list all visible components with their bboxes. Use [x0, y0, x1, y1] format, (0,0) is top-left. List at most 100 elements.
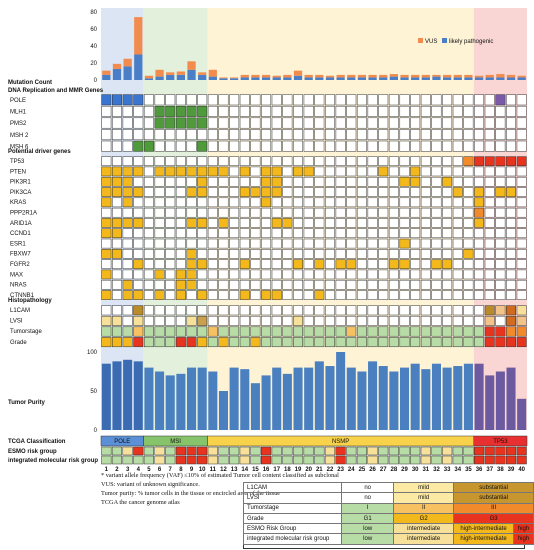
driver-gene-cell: [122, 238, 133, 249]
driver-gene-cell: [186, 228, 197, 239]
histopathology-cell: [378, 337, 389, 348]
mmr-gene-cell: [346, 117, 357, 129]
integrated-risk-cell: [324, 455, 336, 465]
driver-gene-cell: [399, 228, 410, 239]
driver-gene-cell: [346, 228, 357, 239]
integrated-risk-cell: [197, 455, 208, 465]
sample-number: 19: [295, 467, 302, 473]
driver-gene-cell: [506, 279, 516, 290]
driver-gene-cell: [388, 279, 399, 290]
driver-gene-cell: [314, 218, 325, 228]
driver-gene-cell: [293, 259, 303, 269]
mutation-bar-likely-pathogenic: [485, 77, 494, 80]
driver-gene-cell: [101, 279, 112, 290]
mutation-bar-likely-pathogenic: [368, 77, 377, 80]
mutation-bar-vus: [347, 74, 356, 78]
mmr-gene-cell: [101, 140, 112, 152]
driver-gene-cell: [303, 259, 314, 269]
driver-gene-cell: [442, 228, 453, 239]
driver-gene-cell: [388, 269, 399, 280]
histopathology-cell: [229, 337, 240, 348]
driver-gene-cell: [484, 259, 495, 269]
histopathology-cell: [303, 326, 314, 337]
purity-bar: [410, 363, 420, 430]
legend-cell: high-intermediate: [453, 533, 514, 545]
integrated-risk-cell: [186, 455, 197, 465]
driver-gene-cell: [495, 290, 506, 300]
sample-number: 15: [252, 467, 259, 473]
integrated-risk-cell: [218, 455, 229, 465]
histopathology-cell: [420, 326, 431, 337]
mmr-gene-cell: [378, 117, 389, 129]
driver-gene-cell: [239, 156, 250, 166]
driver-gene-cell: [175, 207, 186, 218]
mutation-bar-likely-pathogenic: [230, 78, 239, 80]
mmr-gene-cell: [452, 129, 463, 141]
purity-bar: [463, 363, 473, 430]
driver-gene-cell: [186, 269, 197, 280]
driver-gene-cell: [452, 176, 463, 187]
driver-gene-cell: [261, 156, 272, 166]
driver-gene-cell: [452, 166, 463, 177]
mutation-bar-vus: [517, 75, 526, 78]
gene-label-ppp2r1a: PPP2R1A: [10, 211, 37, 217]
driver-gene-cell: [261, 290, 272, 300]
driver-gene-cell: [314, 187, 325, 197]
purity-bar: [378, 366, 388, 430]
mmr-gene-cell: [250, 140, 261, 152]
driver-gene-cell: [143, 249, 154, 259]
legend-cell: high: [512, 523, 534, 535]
driver-gene-cell: [367, 218, 378, 228]
histopathology-cell: [303, 315, 314, 326]
esmo-title: ESMO risk group: [8, 449, 57, 455]
mmr-gene-cell: [314, 117, 325, 129]
mmr-gene-cell: [143, 117, 154, 129]
histopathology-cell: [293, 305, 303, 316]
driver-gene-cell: [293, 197, 303, 208]
mmr-gene-cell: [335, 140, 346, 152]
esmo-risk-cell: [165, 446, 176, 456]
driver-gene-cell: [250, 197, 261, 208]
gene-label-mlh1: MLH1: [10, 110, 27, 116]
driver-gene-cell: [367, 187, 378, 197]
legend-swatch-vus: [418, 38, 423, 43]
histopathology-cell: [442, 337, 453, 348]
driver-gene-cell: [452, 228, 463, 239]
legend-cell: high-intermediate: [453, 523, 514, 535]
purity-tick: 100: [87, 350, 98, 356]
histopathology-cell: [250, 337, 261, 348]
driver-gene-cell: [346, 259, 357, 269]
esmo-risk-cell: [175, 446, 186, 456]
mmr-gene-cell: [229, 94, 240, 106]
esmo-risk-cell: [292, 446, 304, 456]
driver-gene-cell: [271, 156, 282, 166]
driver-gene-cell: [356, 228, 367, 239]
driver-gene-cell: [154, 197, 165, 208]
mmr-gene-cell: [356, 105, 367, 117]
driver-gene-cell: [261, 249, 272, 259]
sample-number: 14: [241, 467, 248, 473]
driver-gene-cell: [293, 156, 303, 166]
mmr-gene-cell: [463, 140, 474, 152]
section-driver-title: Potential driver genes: [8, 149, 71, 155]
tcga-group-label-nsmp: NSMP: [332, 439, 349, 445]
mutation-bar-vus: [102, 70, 111, 75]
driver-gene-cell: [442, 166, 453, 177]
histopathology-cell: [250, 315, 261, 326]
driver-gene-cell: [271, 259, 282, 269]
purity-bar: [187, 367, 197, 430]
legend-swatch-likely-pathogenic: [442, 38, 447, 43]
driver-gene-cell: [442, 156, 453, 166]
driver-gene-cell: [101, 259, 112, 269]
mmr-gene-cell: [388, 117, 399, 129]
histopathology-cell: [516, 326, 527, 337]
driver-gene-cell: [474, 290, 485, 300]
mmr-gene-cell: [154, 129, 165, 141]
driver-gene-cell: [399, 218, 410, 228]
histopathology-cell: [356, 315, 367, 326]
mmr-gene-cell: [229, 129, 240, 141]
driver-gene-cell: [452, 290, 463, 300]
driver-gene-cell: [282, 228, 293, 239]
histopathology-cell: [410, 305, 421, 316]
driver-gene-cell: [186, 259, 197, 269]
